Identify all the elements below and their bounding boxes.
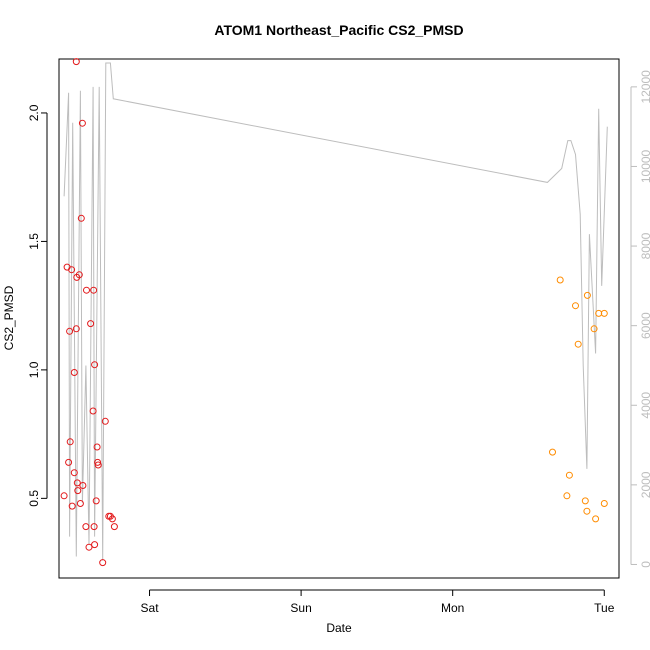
x-axis: Sat Sun Mon Tue (141, 589, 615, 615)
data-point-series-1 (82, 523, 90, 531)
x-tick-label: Tue (594, 601, 615, 615)
data-point-series-2 (549, 448, 556, 456)
y2-tick-label: 0 (639, 561, 650, 568)
points-layer (60, 58, 608, 567)
y2-tick-label: 6000 (639, 312, 650, 339)
data-point-series-1 (91, 541, 99, 549)
data-point-series-2 (590, 325, 598, 333)
data-point-series-2 (556, 276, 564, 284)
data-point-series-1 (89, 407, 97, 415)
data-point-series-2 (572, 302, 579, 310)
data-point-series-1 (101, 417, 109, 425)
y-axis-label: CS2_PMSD (2, 285, 16, 350)
data-point-series-1 (87, 320, 95, 328)
data-point-series-1 (110, 523, 118, 531)
chart-title: ATOM1 Northeast_Pacific CS2_PMSD (214, 22, 463, 38)
data-point-series-1 (91, 361, 99, 369)
data-point-series-2 (583, 291, 591, 299)
data-point-series-2 (583, 507, 591, 515)
data-point-series-1 (92, 497, 100, 505)
depth-line-layer (63, 62, 608, 561)
data-point-series-1 (70, 369, 78, 376)
y-tick-label: 1.5 (27, 233, 41, 250)
data-point-series-1 (68, 502, 76, 510)
x-tick-label: Sun (290, 601, 311, 615)
data-point-series-2 (592, 515, 600, 523)
data-point-series-1 (65, 458, 73, 466)
data-point-series-1 (90, 523, 98, 531)
data-point-series-1 (108, 515, 116, 523)
data-point-series-1 (70, 469, 78, 477)
x-tick-label: Sat (141, 601, 160, 615)
data-point-series-1 (90, 286, 98, 294)
data-point-series-1 (68, 266, 76, 274)
y2-tick-label: 8000 (639, 232, 650, 259)
data-point-series-1 (78, 119, 86, 127)
data-point-series-1 (72, 325, 80, 333)
y2-axis: 0 2000 4000 6000 8000 10000 12000 (630, 70, 650, 568)
data-point-series-1 (72, 58, 80, 66)
y-tick-label: 2.0 (27, 104, 41, 121)
data-point-series-1 (66, 327, 74, 335)
y-axis: 0.5 1.0 1.5 2.0 (27, 104, 48, 507)
data-point-series-1 (73, 479, 81, 487)
data-point-series-1 (77, 214, 85, 222)
data-point-series-1 (93, 443, 101, 451)
y2-tick-label: 12000 (639, 70, 650, 104)
data-point-series-2 (565, 471, 573, 479)
y2-tick-label: 2000 (639, 471, 650, 498)
data-point-series-1 (75, 271, 83, 279)
data-point-series-1 (83, 286, 90, 294)
data-point-series-1 (66, 438, 74, 446)
x-tick-label: Mon (441, 601, 464, 615)
data-point-series-1 (74, 487, 82, 495)
x-axis-label: Date (326, 621, 352, 635)
y-tick-label: 0.5 (27, 490, 41, 507)
data-point-series-1 (79, 482, 87, 489)
data-point-series-1 (60, 492, 68, 500)
y-tick-label: 1.0 (27, 361, 41, 378)
depth-line (63, 62, 608, 561)
data-point-series-1 (94, 458, 102, 466)
y2-tick-label: 10000 (639, 149, 650, 183)
data-point-series-2 (600, 309, 608, 317)
data-point-series-2 (600, 500, 608, 507)
data-point-series-2 (581, 497, 589, 505)
data-point-series-1 (99, 559, 107, 567)
data-point-series-1 (76, 500, 84, 507)
plot-frame (58, 58, 620, 579)
data-point-series-1 (85, 543, 93, 551)
y2-tick-label: 4000 (639, 392, 650, 419)
data-point-series-2 (574, 340, 582, 348)
data-point-series-1 (94, 461, 102, 469)
data-point-series-2 (563, 492, 571, 500)
